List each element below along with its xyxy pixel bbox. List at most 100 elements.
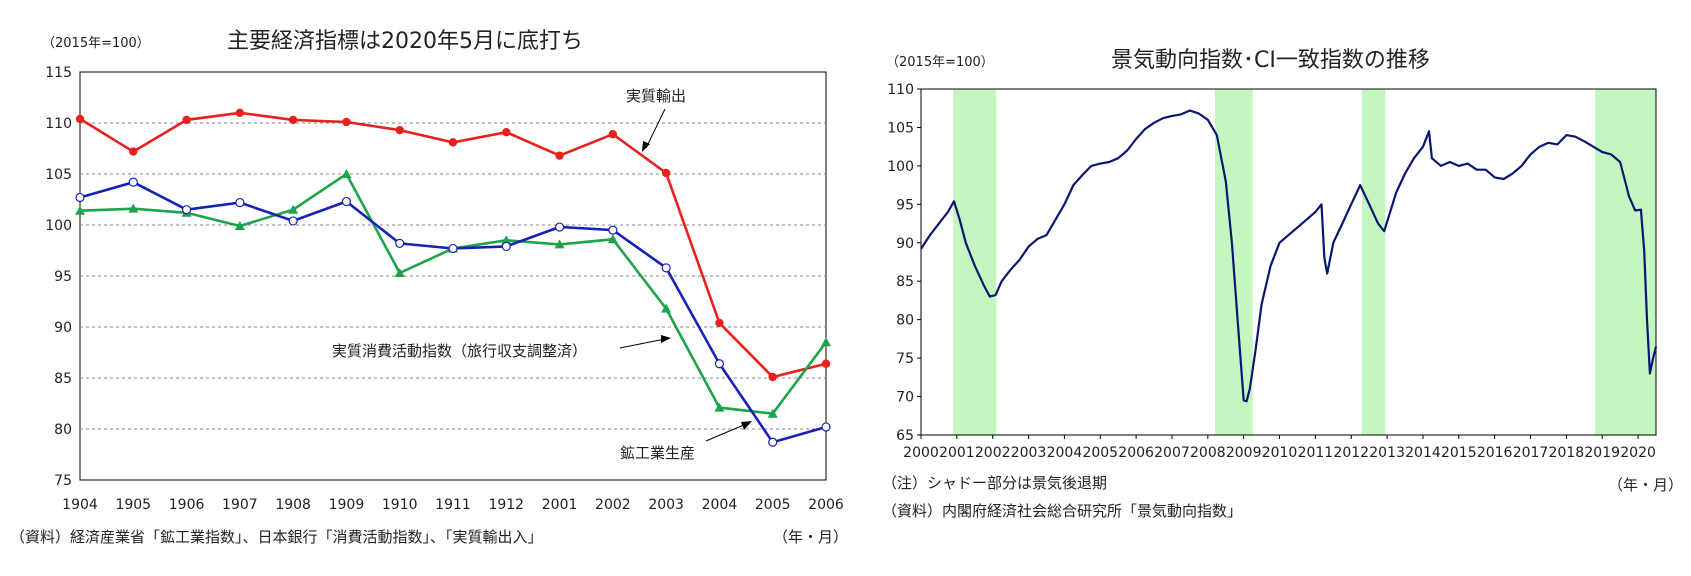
left-y-tick-label: 95 [54,269,72,285]
right-note: （注）シャドー部分は景気後退期 [882,474,1107,492]
right-x-tick-label: 2006 [1118,445,1154,461]
left-x-tick-label: 2002 [595,497,631,513]
left-data-point [75,114,85,124]
left-x-tick-label: 1905 [115,497,151,513]
left-data-point [821,422,831,432]
left-data-point [608,225,618,235]
left-data-point [288,115,298,125]
left-y-tick-label: 115 [45,65,72,81]
left-data-point [661,303,672,313]
right-x-tick-label: 2002 [975,445,1011,461]
ci-coincident-index-line [920,109,1658,403]
left-x-tick-label: 2001 [542,497,578,513]
left-data-point [128,177,138,187]
left-data-point [448,243,458,254]
left-data-point [75,205,85,215]
left-x-tick-label: 2003 [648,497,684,513]
recession-band [1362,89,1386,435]
right-source-note: （資料）内閣府経済社会総合研究所「景気動向指数」 [882,502,1242,520]
recession-band [1595,89,1656,435]
right-x-tick-label: 2017 [1513,445,1549,461]
right-y-tick-label: 75 [896,351,914,367]
left-data-point [502,127,511,137]
left-series-2 [75,177,831,447]
left-chart-title: 主要経済指標は2020年5月に底打ち [227,29,583,54]
annotation-production: 鉱工業生産 [620,444,695,462]
left-x-tick-label: 1907 [222,497,258,513]
right-x-tick-label: 2011 [1298,445,1334,461]
left-x-axis: 1904 1905 1906 1907 1908 1909 1910 1911 1912 2001… [62,497,844,513]
right-y-tick-label: 80 [896,313,914,329]
left-data-point [341,196,352,207]
annotation-production-arrow [705,423,747,442]
left-x-tick-label: 2006 [808,497,844,513]
right-plot-area [921,89,1656,435]
right-x-tick-label: 2007 [1154,445,1190,461]
left-y-axis: 75 80 85 90 95 100 105 110 115 [45,65,72,489]
left-data-point [767,408,778,418]
left-data-point [555,151,564,160]
left-x-tick-label: 1911 [435,497,471,513]
right-y-tick-label: 70 [896,390,914,406]
left-data-point [821,359,831,368]
left-data-point [395,125,404,135]
left-y-tick-label: 85 [54,371,72,387]
right-x-axis: 2000 2001 2002 2003 2004 2005 2006 2007 2008 2009… [903,435,1656,461]
left-data-point [448,138,458,147]
left-x-tick-label: 2005 [755,497,791,513]
left-unit-label: （2015年=100） [42,36,150,51]
left-x-tick-label: 1909 [329,497,365,513]
right-x-tick-label: 2016 [1477,445,1513,461]
left-source-note: （資料）経済産業省「鉱工業指数」、日本銀行「消費活動指数」、「実質輸出入」 [10,528,543,546]
right-x-tick-label: 2000 [903,445,939,461]
right-y-axis: 65 70 75 80 85 90 95 100 105 110 [887,82,921,444]
left-period-label: （年・月） [773,528,848,546]
left-y-tick-label: 100 [45,218,72,234]
right-x-tick-label: 2003 [1011,445,1047,461]
left-y-tick-label: 110 [45,116,72,132]
left-y-tick-label: 75 [54,473,72,489]
right-x-tick-label: 2005 [1082,445,1118,461]
left-x-tick-label: 1908 [275,497,311,513]
right-recession-shading [953,89,1656,435]
left-x-tick-label: 1912 [488,497,524,513]
right-series-group [920,109,1658,403]
right-y-tick-label: 95 [896,197,914,213]
right-y-tick-label: 85 [896,274,914,290]
left-data-point [501,235,512,245]
left-data-point [288,216,298,226]
right-y-tick-label: 65 [896,428,914,444]
right-x-tick-label: 2010 [1262,445,1298,461]
left-data-point [661,263,671,273]
right-unit-label: （2015年=100） [886,55,994,70]
left-y-tick-label: 80 [54,422,72,438]
right-x-tick-label: 2015 [1441,445,1477,461]
right-y-tick-label: 105 [887,120,914,136]
right-y-tick-label: 90 [896,236,914,252]
left-data-point [182,115,191,125]
recession-band [953,89,997,435]
right-chart: （2015年=100） 景気動向指数･CI一致指数の推移 65 70 75 80 85 9… [882,48,1683,520]
left-x-tick-label: 1904 [62,497,98,513]
left-data-point [181,205,192,215]
right-x-tick-label: 2009 [1226,445,1262,461]
left-data-point [714,402,725,412]
left-data-point [235,197,245,208]
left-data-point [394,267,405,277]
right-x-tick-label: 2013 [1369,445,1405,461]
left-data-point [607,234,618,244]
annotation-exports: 実質輸出 [626,87,686,105]
right-x-tick-label: 2012 [1333,445,1369,461]
left-data-point [554,222,565,232]
right-y-tick-label: 100 [887,159,914,175]
right-x-tick-label: 2004 [1047,445,1083,461]
left-x-tick-label: 1910 [382,497,418,513]
right-x-tick-label: 2020 [1620,445,1656,461]
left-data-point [715,318,724,328]
left-chart: （2015年=100） 主要経済指標は2020年5月に底打ち 75 80 85 90 9… [10,29,848,546]
left-data-point [768,437,778,447]
left-data-point [501,241,511,252]
right-period-label: （年・月） [1608,476,1683,494]
left-data-point [768,372,777,382]
left-data-point [714,359,725,369]
